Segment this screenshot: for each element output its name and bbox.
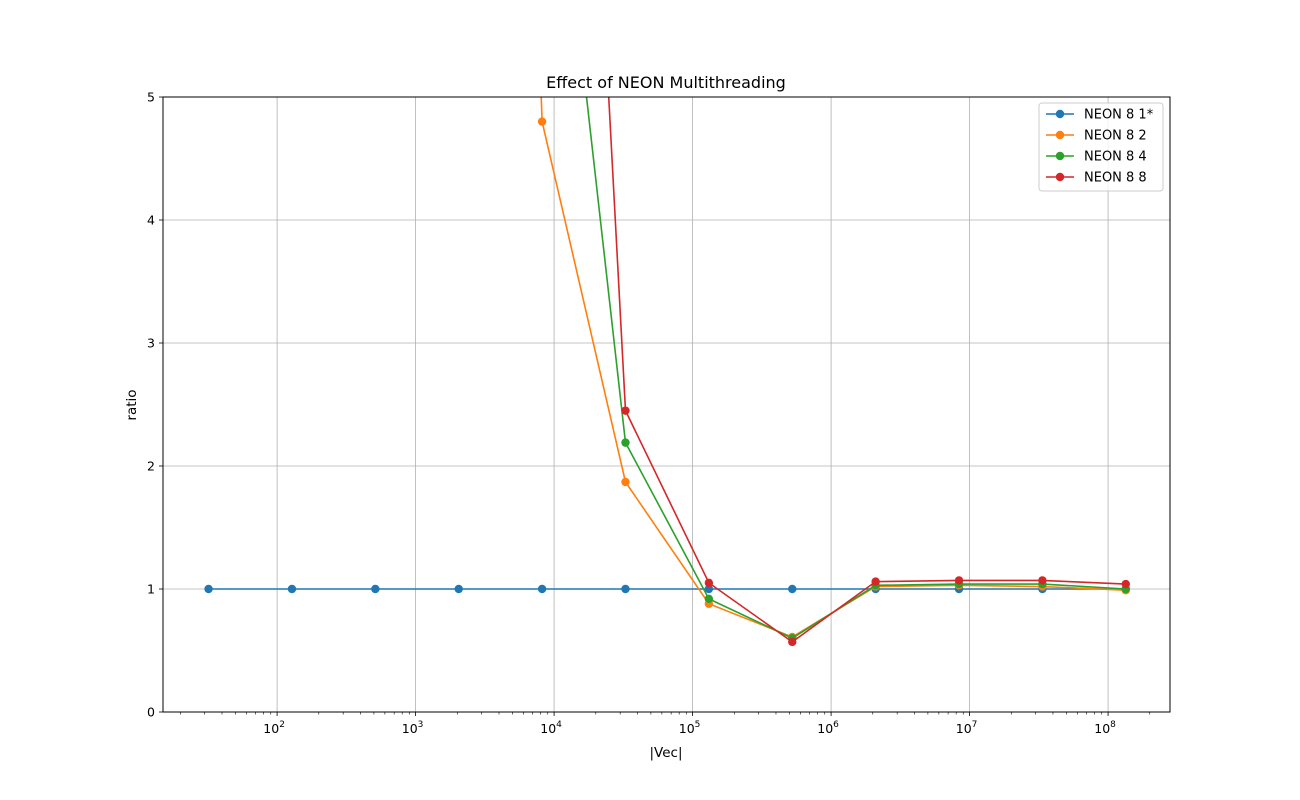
data-point	[537, 117, 547, 126]
legend-swatch-marker	[1055, 130, 1065, 140]
x-tick-label: 102	[263, 720, 285, 736]
grid	[163, 96, 1170, 713]
y-axis-title: ratio	[124, 389, 140, 420]
data-point	[1121, 579, 1130, 589]
series-line	[624, 410, 1126, 643]
data-point	[287, 584, 297, 594]
x-tick-label: 105	[679, 720, 701, 736]
data-point	[204, 584, 213, 594]
x-tick-label: 104	[540, 720, 562, 736]
data-point	[704, 578, 714, 588]
y-tick-label: 4	[147, 213, 155, 228]
x-tick-label: 108	[1094, 720, 1116, 736]
legend-entry: NEON 8 4	[1046, 150, 1147, 165]
data-point	[704, 584, 714, 594]
legend-swatch-marker	[1055, 151, 1065, 161]
data-point	[954, 576, 964, 585]
ticks: 0 1 2 3 4 5 102 103 104 105 106 107 108	[147, 90, 1151, 736]
legend-entry: NEON 8 2	[1046, 129, 1147, 144]
legend-label: NEON 8 4	[1084, 150, 1147, 165]
y-tick-label: 5	[147, 90, 155, 105]
series-layer	[204, 97, 1130, 647]
series-3	[607, 97, 1130, 647]
data-point	[788, 584, 797, 594]
series-line-offscale	[540, 97, 543, 122]
data-point	[621, 477, 630, 487]
legend-entry: NEON 8 1*	[1046, 108, 1154, 123]
legend-label: NEON 8 2	[1084, 129, 1147, 144]
data-point	[621, 406, 630, 415]
data-point	[371, 584, 380, 594]
data-point	[454, 584, 463, 594]
data-point	[788, 637, 797, 647]
y-tick-label: 1	[147, 582, 155, 597]
legend: NEON 8 1* NEON 8 2 NEON 8 4 NEON 8 8	[1038, 102, 1164, 192]
y-tick-label: 0	[147, 705, 155, 720]
plot-frame	[162, 96, 1171, 713]
x-tick-label: 106	[817, 720, 839, 736]
x-tick-label: 107	[956, 720, 978, 736]
y-tick-label: 2	[147, 459, 155, 474]
legend-swatch-marker	[1055, 172, 1065, 182]
data-point	[1038, 576, 1047, 585]
data-point	[704, 594, 714, 604]
series-line-offscale	[585, 97, 627, 443]
legend-box	[1038, 102, 1164, 192]
series-line	[541, 121, 1126, 638]
x-tick-label: 103	[402, 720, 424, 736]
y-tick-label: 3	[147, 336, 155, 351]
legend-label: NEON 8 8	[1084, 171, 1147, 186]
series-line-offscale	[607, 97, 627, 411]
chart-title: Effect of NEON Multithreading	[546, 73, 786, 92]
series-0	[204, 584, 1130, 594]
data-point	[871, 577, 880, 586]
legend-entry: NEON 8 8	[1046, 171, 1147, 186]
legend-swatch-marker	[1055, 109, 1065, 119]
legend-label: NEON 8 1*	[1084, 108, 1154, 123]
data-point	[621, 438, 630, 447]
data-point	[621, 584, 630, 594]
x-axis-title: |Vec|	[649, 745, 682, 761]
data-point	[537, 584, 547, 594]
series-line	[624, 442, 1126, 640]
